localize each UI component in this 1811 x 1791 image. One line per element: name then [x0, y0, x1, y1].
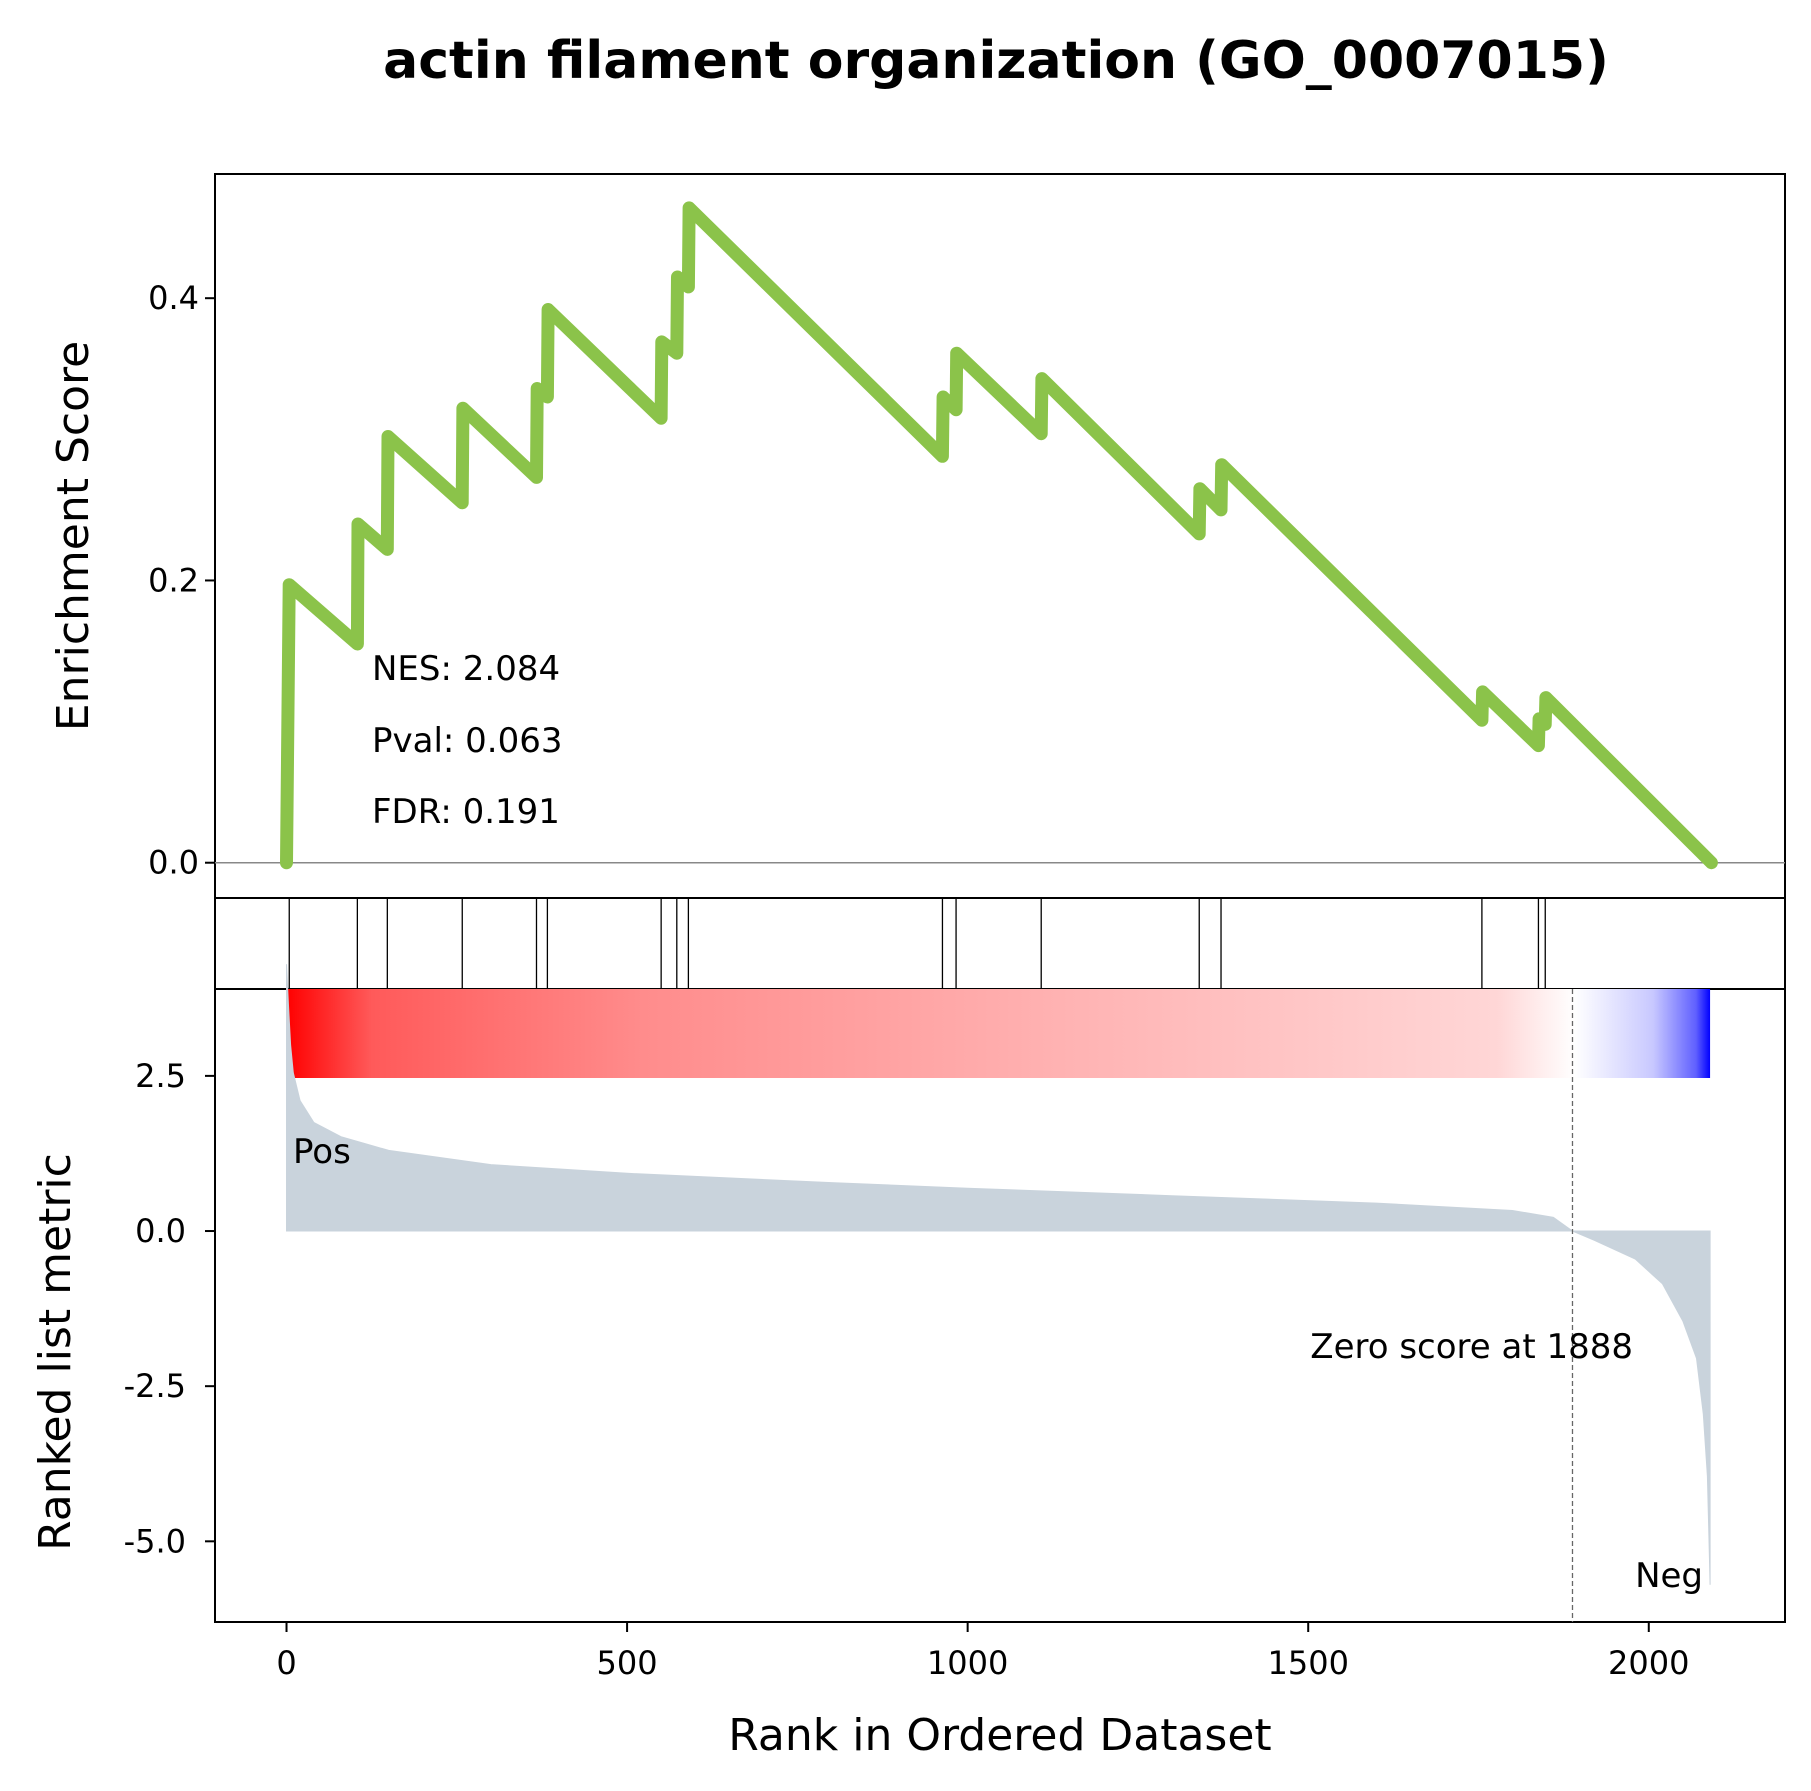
rank-gradient-bar	[286, 989, 1711, 1078]
x-tick-label: 2000	[1608, 1644, 1689, 1682]
ranked-y-tick-label: -5.0	[124, 1522, 186, 1560]
es-panel-frame	[214, 173, 1786, 899]
x-axis-label: Rank in Ordered Dataset	[728, 1710, 1271, 1761]
ranked-metric-series	[286, 964, 1711, 1585]
x-axis: 0 500 1000 1500 2000	[276, 1622, 1689, 1682]
running-es-line	[280, 201, 1718, 870]
es-y-axis-label: Enrichment Score	[48, 341, 99, 731]
ranked-metric-area	[286, 964, 1711, 1585]
es-y-tick-label: 0.2	[148, 561, 199, 599]
ranked-panel-frame	[214, 988, 1786, 1623]
es-y-tick-label: 0.4	[148, 279, 199, 317]
x-tick-label: 0	[276, 1644, 296, 1682]
ranked-y-axis-label: Ranked list metric	[30, 1153, 81, 1551]
neg-label: Neg	[1635, 1556, 1703, 1596]
ranked-y-tick-label: 0.0	[135, 1212, 186, 1250]
ranked-y-axis: 2.5 0.0 -2.5 -5.0	[124, 1057, 215, 1560]
pos-label: Pos	[293, 1132, 351, 1172]
es-y-tick-label: 0.0	[148, 844, 199, 882]
x-tick-label: 1000	[927, 1644, 1008, 1682]
gene-hit-markers	[288, 898, 1546, 989]
es-y-axis: 0.0 0.2 0.4	[148, 279, 215, 882]
fdr-annotation: FDR: 0.191	[372, 792, 560, 832]
ranked-y-tick-label: -2.5	[124, 1367, 186, 1405]
x-tick-label: 500	[597, 1644, 658, 1682]
pval-annotation: Pval: 0.063	[372, 721, 563, 761]
ranked-y-tick-label: 2.5	[135, 1057, 186, 1095]
x-tick-label: 1500	[1267, 1644, 1348, 1682]
running-es-series	[280, 201, 1718, 870]
zero-score-label: Zero score at 1888	[1310, 1327, 1633, 1367]
nes-annotation: NES: 2.084	[372, 649, 560, 689]
chart-title: actin filament organization (GO_0007015)	[383, 31, 1609, 91]
hits-panel-frame	[214, 897, 1786, 990]
